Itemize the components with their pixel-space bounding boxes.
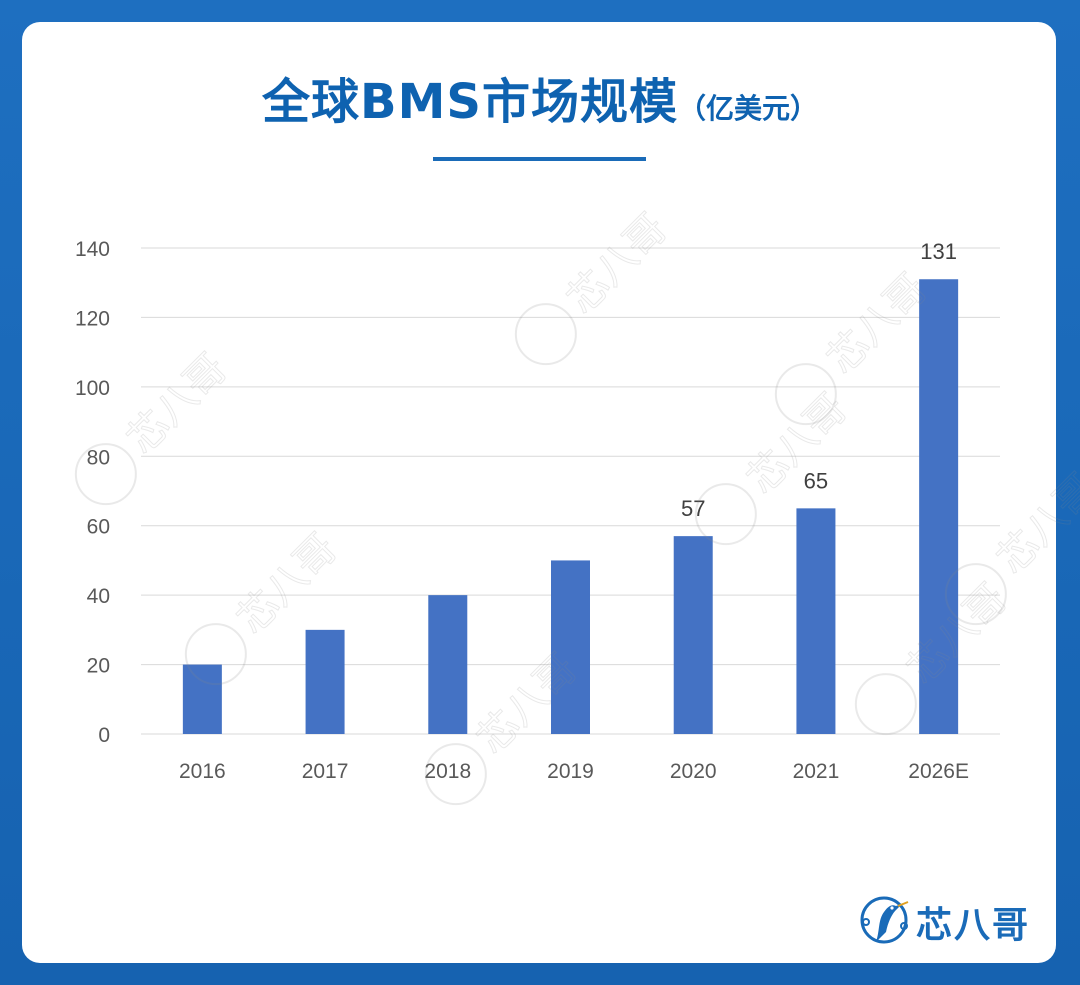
heron-logo-icon: [860, 896, 909, 944]
chart-title-unit: （亿美元）: [677, 92, 818, 125]
data-label: 65: [804, 468, 828, 493]
bar: [673, 536, 713, 734]
title-underline: [433, 157, 646, 161]
y-tick-label: 120: [75, 307, 110, 330]
x-tick-label: 2019: [547, 760, 594, 783]
y-tick-label: 80: [87, 446, 110, 469]
x-tick-label: 2020: [670, 760, 717, 783]
y-tick-label: 140: [75, 238, 110, 261]
chart-title-main: 全球BMS市场规模: [262, 74, 678, 130]
bar: [796, 508, 836, 734]
x-tick-label: 2026E: [908, 760, 969, 783]
data-label: 131: [920, 239, 957, 264]
y-tick-label: 20: [87, 655, 110, 678]
chart-card: [22, 22, 1056, 963]
watermark: 芯八哥: [774, 265, 936, 426]
watermark-text: 芯八哥: [229, 525, 346, 642]
bar: [305, 629, 345, 734]
watermark-text: 芯八哥: [819, 265, 936, 382]
watermark-text: 芯八哥: [989, 465, 1080, 582]
x-tick-label: 2018: [424, 760, 471, 783]
bar: [919, 279, 959, 734]
y-tick-label: 60: [87, 516, 110, 539]
bar: [551, 560, 590, 734]
watermark: 芯八哥: [74, 345, 236, 506]
watermark-text: 芯八哥: [559, 205, 676, 322]
chart-title: 全球BMS市场规模（亿美元）: [0, 62, 1080, 132]
bar: [182, 664, 222, 734]
x-tick-label: 2016: [179, 760, 226, 783]
watermark-icon: [944, 563, 1007, 626]
watermark-icon: [424, 743, 487, 806]
x-tick-label: 2017: [302, 760, 349, 783]
data-label: 57: [681, 496, 705, 521]
y-tick-label: 0: [98, 724, 110, 747]
x-tick-label: 2021: [793, 760, 840, 783]
watermark-icon: [694, 483, 757, 546]
bar: [428, 595, 468, 734]
brand-logo: 芯八哥: [858, 892, 1038, 952]
watermark-text: 芯八哥: [739, 385, 856, 502]
watermark-icon: [74, 443, 137, 506]
watermark-text: 芯八哥: [119, 345, 236, 462]
watermark: 芯八哥: [514, 205, 676, 366]
watermark-icon: [854, 673, 917, 736]
brand-logo-text: 芯八哥: [916, 905, 1031, 946]
watermark-icon: [184, 623, 247, 686]
y-tick-label: 40: [87, 585, 110, 608]
watermark-icon: [774, 363, 837, 426]
watermark-icon: [514, 303, 577, 366]
y-tick-label: 100: [75, 377, 110, 400]
